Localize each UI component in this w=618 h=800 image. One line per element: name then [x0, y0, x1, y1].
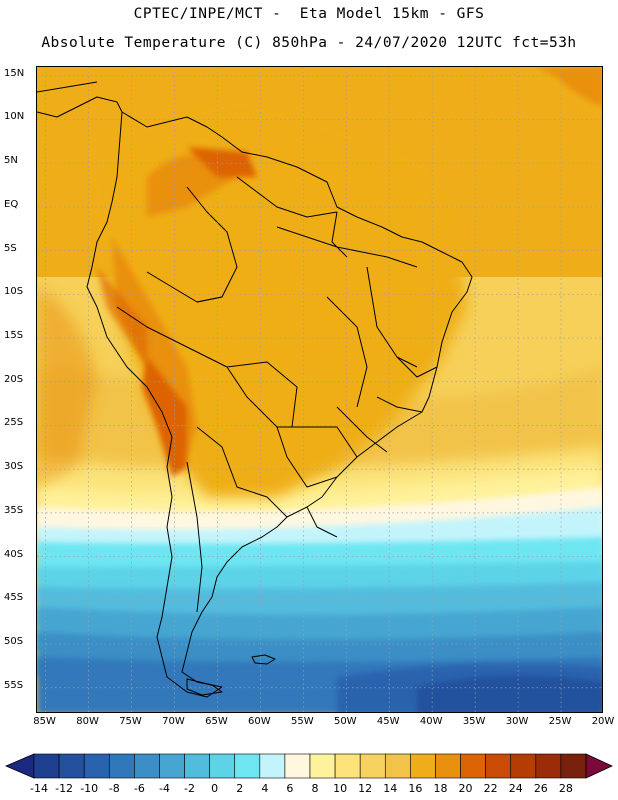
latitude-label: 35S: [4, 504, 24, 516]
colorbar-swatch: [108, 753, 135, 779]
colorbar-tick-label: -4: [158, 782, 170, 795]
colorbar-tick-label: -14: [30, 782, 48, 795]
longitude-label: 20W: [591, 716, 615, 727]
colorbar-tick-label: 6: [286, 782, 294, 795]
colorbar-tick-label: 12: [358, 782, 373, 795]
colorbar-swatch: [359, 753, 386, 779]
colorbar-swatch: [58, 753, 85, 779]
coastline-and-borders: [37, 81, 473, 698]
temperature-map[interactable]: [36, 66, 603, 713]
latitude-label: 15S: [4, 330, 24, 342]
colorbar-swatch: [435, 753, 461, 779]
colorbar-swatch: [33, 753, 60, 779]
colorbar-tick-label: -12: [55, 782, 74, 795]
colorbar-tick-label: 22: [483, 782, 498, 795]
longitude-label: 55W: [291, 716, 314, 727]
temperature-field: [37, 67, 602, 712]
latitude-label: 30S: [4, 461, 24, 473]
latitude-label: 45S: [4, 592, 24, 604]
chart-title-line-2: Absolute Temperature (C) 850hPa - 24/07/…: [41, 35, 577, 51]
latitude-label: 20S: [4, 373, 24, 385]
colorbar-swatch: [410, 753, 436, 779]
colorbar-tick-label: 16: [408, 782, 423, 795]
colorbar-tick-label: 2: [236, 782, 244, 795]
colorbar-tick-label: 10: [333, 782, 348, 795]
colorbar-swatch: [384, 753, 411, 779]
latitude-label: 55S: [4, 679, 24, 691]
colorbar-swatch: [510, 753, 537, 779]
latitude-label: 5S: [4, 242, 17, 254]
colorbar-swatch: [159, 753, 185, 779]
colorbar-tick-label: 4: [261, 782, 269, 795]
latitude-label: 10S: [4, 286, 24, 298]
colorbar-swatch: [284, 753, 311, 779]
colorbar-swatch: [209, 753, 236, 779]
colorbar-tick-label: 28: [558, 782, 573, 795]
latitude-label: 10N: [4, 111, 25, 123]
colorbar-tick-label: 0: [211, 782, 219, 795]
colorbar-swatch: [184, 753, 210, 779]
colorbar-tick-label: -6: [133, 782, 145, 795]
colorbar-swatch: [309, 753, 336, 779]
colorbar-swatch: [83, 753, 110, 779]
latitude-label: 15N: [4, 67, 25, 79]
longitude-label: 60W: [248, 716, 271, 727]
colorbar: [4, 753, 613, 779]
latitude-label: EQ: [4, 198, 19, 210]
colorbar-swatch: [460, 753, 486, 779]
longitude-label: 70W: [162, 716, 185, 727]
colorbar-tick-label: 8: [311, 782, 319, 795]
colorbar-swatch: [134, 753, 160, 779]
latitude-label: 50S: [4, 636, 24, 648]
longitude-label: 75W: [119, 716, 142, 727]
colorbar-over-arrow: [585, 753, 613, 779]
latitude-label: 5N: [4, 155, 18, 167]
longitude-label: 45W: [376, 716, 400, 727]
colorbar-tick-label: 14: [383, 782, 398, 795]
longitude-label: 25W: [548, 716, 572, 727]
longitude-label: 85W: [33, 716, 56, 727]
latitude-label: 25S: [4, 417, 24, 429]
graticule: [37, 67, 602, 712]
colorbar-swatch: [485, 753, 512, 779]
latitude-label: 40S: [4, 548, 24, 560]
longitude-label: 65W: [205, 716, 228, 727]
colorbar-swatch: [535, 753, 562, 779]
colorbar-swatch: [334, 753, 361, 779]
colorbar-swatch: [560, 753, 587, 779]
colorbar-under-arrow: [4, 753, 35, 779]
colorbar-tick-label: -10: [80, 782, 99, 795]
longitude-label: 40W: [419, 716, 443, 727]
colorbar-tick-label: 26: [533, 782, 548, 795]
colorbar-tick-label: -2: [184, 782, 196, 795]
longitude-label: 50W: [333, 716, 357, 727]
colorbar-swatch: [259, 753, 286, 779]
colorbar-swatch: [234, 753, 261, 779]
colorbar-tick-label: -8: [108, 782, 120, 795]
colorbar-tick-label: 18: [433, 782, 448, 795]
longitude-label: 80W: [76, 716, 99, 727]
longitude-label: 30W: [505, 716, 529, 727]
chart-title-line-1: CPTEC/INPE/MCT - Eta Model 15km - GFS: [133, 6, 485, 22]
longitude-label: 35W: [462, 716, 486, 727]
map-canvas: [37, 67, 602, 712]
colorbar-tick-label: 20: [458, 782, 473, 795]
colorbar-tick-label: 24: [508, 782, 523, 795]
